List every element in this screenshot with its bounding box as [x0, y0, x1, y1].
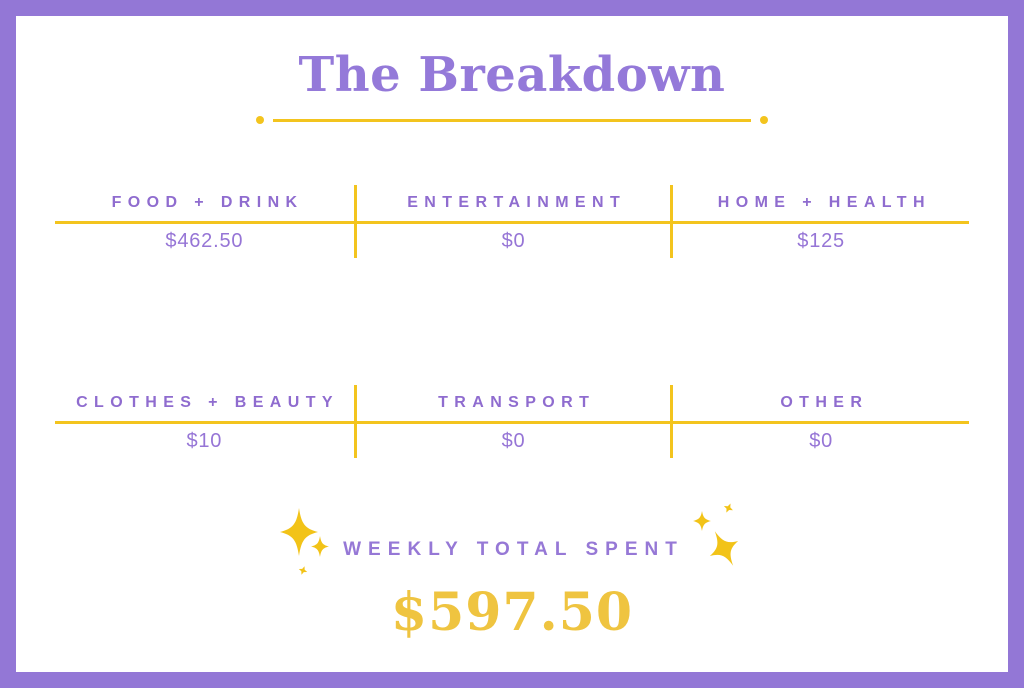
underline-right-dot	[760, 116, 768, 124]
sparkles-icon	[280, 508, 330, 575]
category-value: $10	[186, 430, 223, 452]
category-value: $125	[797, 230, 845, 252]
category-label: OTHER	[780, 394, 869, 411]
category-cell-clothes-beauty: CLOTHES + BEAUTY $10	[55, 385, 354, 458]
category-value: $462.50	[165, 230, 244, 252]
breakdown-card: The Breakdown FOOD + DRINK $462.50 ENTER…	[16, 16, 1008, 672]
page-title: The Breakdown	[298, 47, 726, 103]
category-label: FOOD + DRINK	[111, 194, 304, 211]
category-label: CLOTHES + BEAUTY	[76, 394, 339, 411]
category-value: $0	[501, 430, 526, 452]
category-cell-home-health: HOME + HEALTH $125	[670, 185, 969, 258]
row-1-gold-rule	[55, 221, 969, 224]
title-underline	[16, 116, 1008, 124]
category-label: TRANSPORT	[438, 394, 596, 411]
weekly-total-label: WEEKLY TOTAL SPENT	[343, 539, 684, 560]
category-value: $0	[809, 430, 834, 452]
row-2-gold-rule	[55, 421, 969, 424]
underline-line	[273, 118, 751, 122]
weekly-total-amount: $597.50	[390, 582, 634, 643]
underline-left-dot	[256, 116, 264, 124]
category-label: ENTERTAINMENT	[407, 194, 627, 211]
category-value: $0	[501, 230, 526, 252]
category-cell-food-drink: FOOD + DRINK $462.50	[55, 185, 354, 258]
breakdown-row-2: CLOTHES + BEAUTY $10 TRANSPORT $0 OTHER …	[55, 385, 969, 458]
breakdown-row-1: FOOD + DRINK $462.50 ENTERTAINMENT $0 HO…	[55, 185, 969, 258]
sparkles-icon	[692, 503, 739, 566]
weekly-total-row: WEEKLY TOTAL SPENT	[16, 503, 1008, 580]
category-label: HOME + HEALTH	[717, 194, 931, 211]
